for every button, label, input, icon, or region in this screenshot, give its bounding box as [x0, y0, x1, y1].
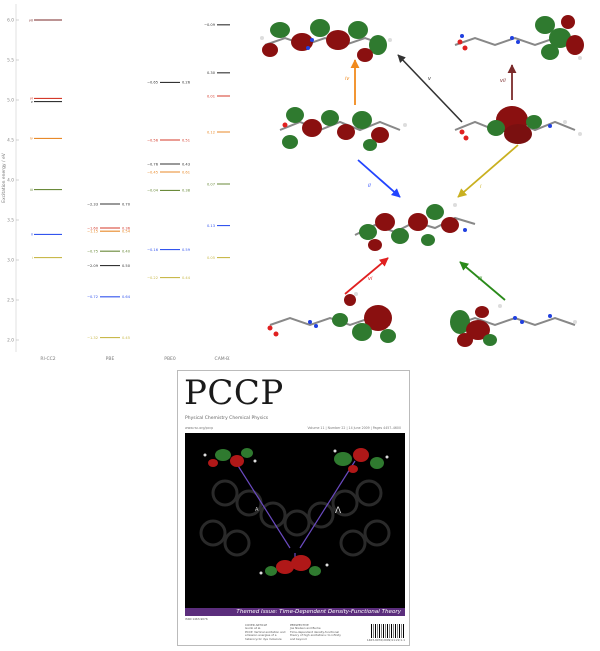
y-tick-label: 2.5: [7, 298, 14, 304]
level-value-left: 0.30: [207, 71, 216, 75]
level-value-right: 0.26: [182, 81, 191, 85]
arrow-i: [457, 144, 519, 198]
label-ii: ii: [368, 183, 371, 189]
level-value-right: 0.54: [122, 230, 131, 234]
method-label: CAM-B3LYP: [215, 356, 230, 362]
arrow-v: [397, 54, 463, 123]
level-value-right: 0.36: [122, 226, 131, 230]
level-value-left: −1.60: [87, 226, 99, 230]
cover-issn: ISSN 1463-9076: [185, 617, 208, 621]
level-value-left: −1.15: [87, 230, 98, 234]
level-value-left: 0.12: [207, 130, 215, 134]
level-value-left: 0.13: [207, 224, 215, 228]
y-tick-label: 2.0: [7, 338, 14, 344]
cover-volume: Volume 11 | Number 22 | 14 June 2009 | P…: [307, 426, 401, 430]
molecule-bottom-left: [267, 292, 396, 343]
level-label: i: [32, 256, 33, 260]
arrow-vi: [344, 257, 389, 295]
y-tick-label: 5.0: [7, 98, 14, 104]
level-value-right: 0.44: [182, 276, 191, 280]
cover-art-label-b: Λ: [335, 506, 342, 516]
level-value-right: 0.64: [122, 295, 131, 299]
method-label: RI-CC2: [40, 356, 55, 362]
cover-footer: ISSN 1463-9076 COVER ARTICLE Guido et al…: [185, 617, 405, 644]
level-value-left: −2.09: [87, 264, 99, 268]
level-value-left: −0.09: [204, 23, 216, 27]
level-value-left: −0.45: [147, 170, 158, 174]
y-tick-label: 6.0: [7, 18, 14, 24]
level-label: vi: [30, 97, 33, 101]
level-label: vii: [29, 18, 33, 22]
y-ticks: 6.0 5.5 5.0 4.5 4.0 3.5 3.0 2.5 2.0: [7, 18, 19, 344]
y-tick-label: 4.5: [7, 138, 14, 144]
level-value-left: −0.16: [147, 248, 159, 252]
level-value-left: −0.72: [87, 295, 98, 299]
cover-title: PCCP: [184, 373, 284, 413]
label-v: v: [428, 76, 432, 82]
method-label: PBE: [106, 356, 115, 362]
journal-cover: PCCP Physical Chemistry Chemical Physics…: [177, 370, 410, 646]
level-label: iv: [30, 137, 34, 141]
cover-barcode: [371, 624, 405, 638]
cover-theme-band: Themed Issue: Time-Dependent Density-Fun…: [185, 608, 405, 616]
molecule-center: [354, 203, 476, 251]
cover-foot-col2: PERSPECTIVE Joe Nielsen and Burke Time-d…: [290, 623, 341, 641]
molecule-mid-right: [454, 106, 582, 144]
molecule-bottom-right: [450, 304, 577, 347]
label-iii: iii: [478, 276, 483, 282]
label-vii: vii: [500, 78, 506, 84]
level-value-right: 0.45: [122, 336, 130, 340]
y-tick-label: 3.0: [7, 258, 14, 264]
level-value-left: −0.22: [147, 276, 158, 280]
arrow-iii: [459, 261, 506, 301]
y-tick-label: 4.0: [7, 178, 14, 184]
level-value-right: 0.51: [182, 138, 190, 142]
y-tick-label: 5.5: [7, 58, 14, 64]
level-value-right: 0.43: [182, 162, 190, 166]
level-value-left: −0.75: [87, 250, 98, 254]
level-value-left: −0.04: [147, 189, 159, 193]
level-value-left: −0.65: [147, 81, 158, 85]
level-value-right: 0.50: [122, 264, 131, 268]
y-axis-label: Excitation energy / eV: [1, 152, 7, 203]
cover-artwork: A Λ: [185, 433, 405, 608]
level-label: ii: [31, 233, 33, 237]
method-label: PBE0: [164, 356, 176, 362]
cover-foot-col1: COVER ARTICLE Guido et al. PCCP: Vertica…: [245, 623, 286, 641]
label-i: i: [480, 184, 482, 190]
cover-art-label-a: A: [255, 507, 259, 513]
molecule-top-left: [260, 19, 392, 62]
level-value-left: −0.56: [147, 138, 159, 142]
level-value-right: 0.70: [122, 202, 131, 206]
method-labels: RI-CC2 PBE PBE0 CAM-B3LYP: [40, 356, 230, 362]
label-vi: vi: [368, 276, 373, 282]
level-label: v: [31, 100, 34, 104]
cover-subtitle: Physical Chemistry Chemical Physics: [185, 416, 269, 421]
level-value-left: 0.01: [207, 94, 215, 98]
energy-level-diagram: Excitation energy / eV 6.0 5.5 5.0 4.5 4.0 3.…: [1, 4, 230, 362]
level-value-right: 0.40: [122, 250, 131, 254]
transition-diagram: iv v vii ii i vi iii: [260, 15, 584, 347]
cover-url: www.rsc.org/pccp: [185, 426, 214, 430]
level-value-left: −0.76: [147, 162, 159, 166]
y-tick-label: 3.5: [7, 218, 14, 224]
level-value-left: −1.32: [87, 336, 98, 340]
molecule-top-right: [454, 15, 584, 60]
arrow-ii: [357, 159, 401, 198]
level-value-right: 0.38: [182, 189, 191, 193]
molecule-mid-left: [279, 107, 407, 151]
level-label: iii: [30, 188, 33, 192]
cover-barcode-number: 1463-9076(2009)11:22;1-1: [366, 638, 405, 642]
level-value-left: −2.33: [87, 202, 98, 206]
cover-theme-text: Themed Issue: Time-Dependent Density-Fun…: [236, 609, 401, 615]
level-value-right: 0.61: [182, 170, 190, 174]
label-iv: iv: [345, 76, 350, 82]
level-value-left: 0.07: [207, 182, 215, 186]
level-value-right: 0.59: [182, 248, 191, 252]
level-value-left: 0.05: [207, 256, 215, 260]
